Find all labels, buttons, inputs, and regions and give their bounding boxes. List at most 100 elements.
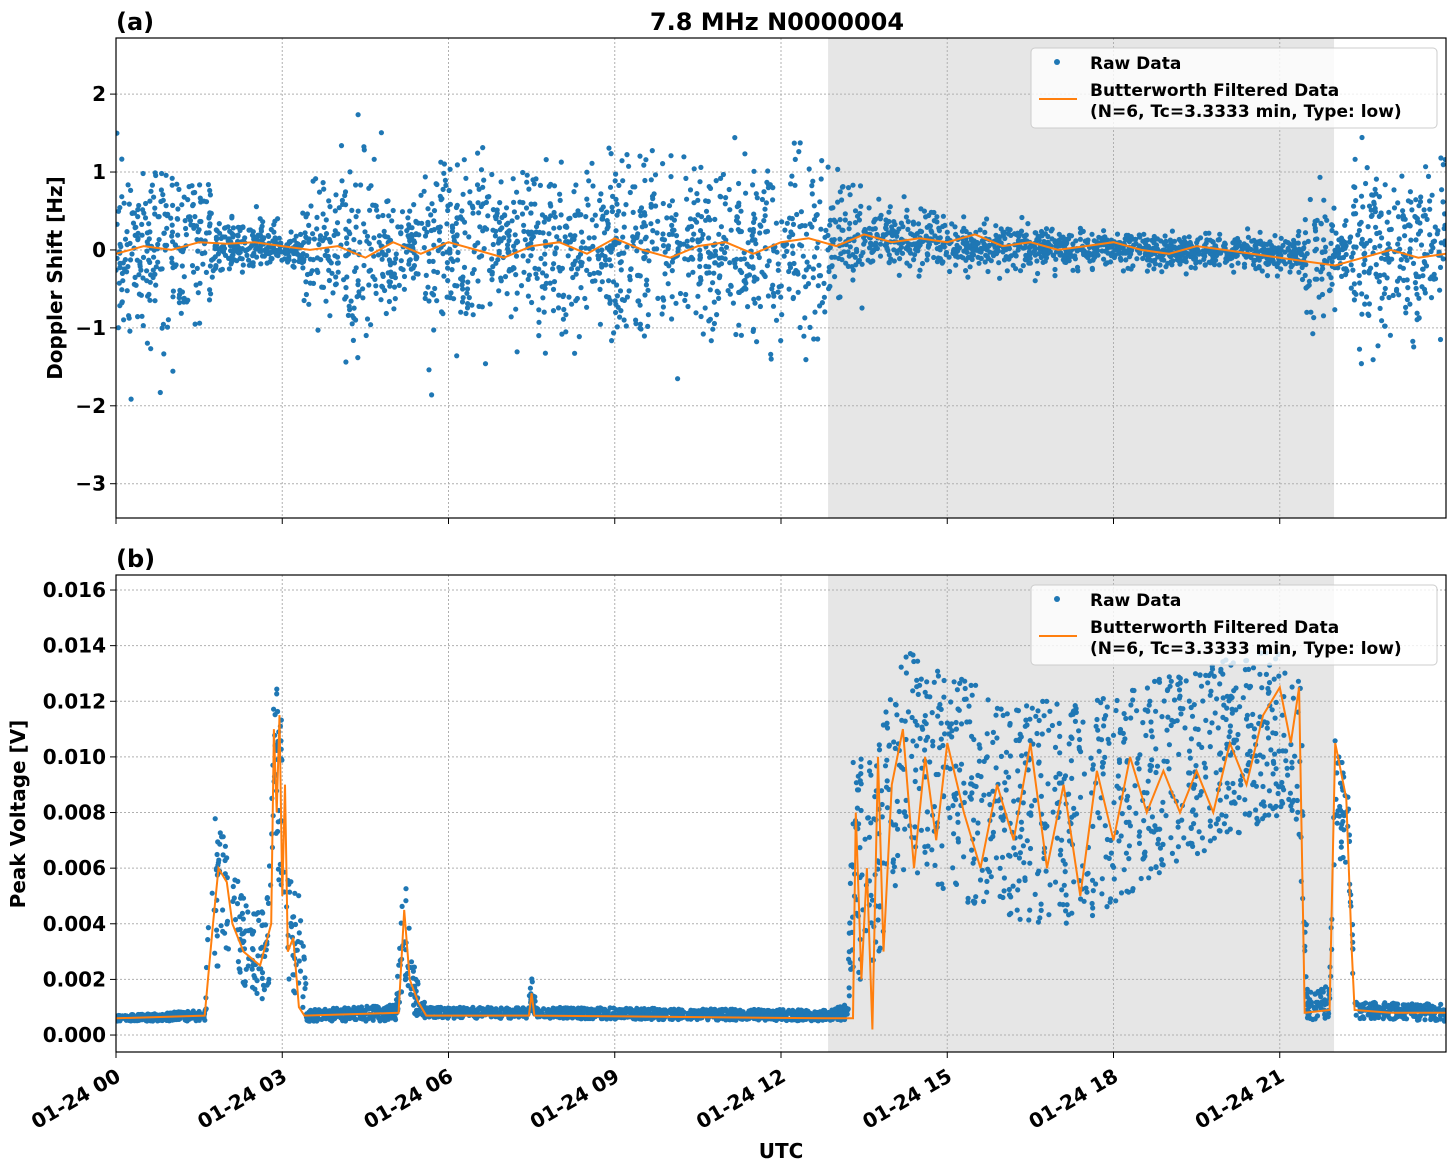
raw-data-point [431,218,436,223]
raw-data-point [1015,908,1020,913]
raw-data-point [347,304,352,309]
raw-data-point [600,252,605,257]
raw-data-point [606,146,611,151]
raw-data-point [886,210,891,215]
raw-data-point [1188,756,1193,761]
raw-data-point [551,226,556,231]
raw-data-point [1305,251,1310,256]
raw-data-point [876,917,881,922]
raw-data-point [152,211,157,216]
raw-data-point [703,218,708,223]
raw-data-point [380,257,385,262]
raw-data-point [470,271,475,276]
raw-data-point [1339,274,1344,279]
raw-data-point [1176,752,1181,757]
raw-data-point [862,227,867,232]
raw-data-point [1377,279,1382,284]
raw-data-point [985,731,990,736]
raw-data-point [124,229,129,234]
raw-data-point [1386,241,1391,246]
raw-data-point [1214,770,1219,775]
raw-data-point [448,167,453,172]
raw-data-point [475,182,480,187]
raw-data-point [1285,766,1290,771]
raw-data-point [1131,688,1136,693]
raw-data-point [1403,310,1408,315]
raw-data-point [1019,215,1024,220]
raw-data-point [200,262,205,267]
raw-data-point [697,248,702,253]
raw-data-point [187,184,192,189]
raw-data-point [1071,806,1076,811]
raw-data-point [230,234,235,239]
raw-data-point [509,314,514,319]
raw-data-point [1057,734,1062,739]
raw-data-point [1382,291,1387,296]
raw-data-point [701,331,706,336]
raw-data-point [1292,754,1297,759]
raw-data-point [422,245,427,250]
raw-data-point [305,211,310,216]
raw-data-point [1195,247,1200,252]
raw-data-point [542,252,547,257]
raw-data-point [897,256,902,261]
raw-data-point [127,202,132,207]
raw-data-point [1279,780,1284,785]
raw-data-point [1222,821,1227,826]
raw-data-point [351,237,356,242]
raw-data-point [774,221,779,226]
raw-data-point [448,202,453,207]
raw-data-point [840,185,845,190]
raw-data-point [235,879,240,884]
raw-data-point [540,284,545,289]
raw-data-point [846,264,851,269]
raw-data-point [491,242,496,247]
raw-data-point [1071,879,1076,884]
raw-data-point [515,349,520,354]
raw-data-point [583,246,588,251]
raw-data-point [275,216,280,221]
raw-data-point [660,161,665,166]
raw-data-point [994,765,999,770]
raw-data-point [935,714,940,719]
raw-data-point [1274,766,1279,771]
raw-data-point [904,214,909,219]
raw-data-point [394,251,399,256]
raw-data-point [373,283,378,288]
raw-data-point [1380,296,1385,301]
raw-data-point [462,265,467,270]
raw-data-point [514,254,519,259]
raw-data-point [1094,717,1099,722]
raw-data-point [613,228,618,233]
raw-data-point [1359,135,1364,140]
raw-data-point [1024,232,1029,237]
raw-data-point [804,232,809,237]
raw-data-point [839,257,844,262]
raw-data-point [520,211,525,216]
raw-data-point [769,286,774,291]
raw-data-point [1057,771,1062,776]
raw-data-point [1235,243,1240,248]
raw-data-point [584,305,589,310]
raw-data-point [766,293,771,298]
raw-data-point [1272,245,1277,250]
raw-data-point [638,322,643,327]
y-tick-label: 0.006 [43,856,106,880]
raw-data-point [1140,720,1145,725]
raw-data-point [710,327,715,332]
raw-data-point [445,266,450,271]
raw-data-point [407,238,412,243]
raw-data-point [447,249,452,254]
raw-data-point [1359,312,1364,317]
raw-data-point [503,274,508,279]
raw-data-point [158,199,163,204]
raw-data-point [147,229,152,234]
raw-data-point [260,253,265,258]
raw-data-point [251,237,256,242]
raw-data-point [686,272,691,277]
raw-data-point [1225,253,1230,258]
raw-data-point [184,232,189,237]
raw-data-point [146,258,151,263]
raw-data-point [183,226,188,231]
raw-data-point [175,233,180,238]
